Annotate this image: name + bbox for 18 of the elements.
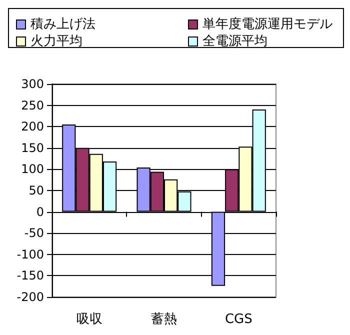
- legend-label: 全電源平均: [202, 34, 268, 49]
- y-tick-label: 300: [21, 77, 44, 91]
- legend-label: 単年度電源運用モデル: [202, 16, 332, 32]
- y-tick-label: -150: [16, 268, 44, 283]
- x-tick-label: CGS: [224, 312, 252, 327]
- y-tick-label: -100: [16, 247, 44, 262]
- y-tick-label: -50: [24, 226, 44, 240]
- y-tick-label: 50: [28, 184, 44, 198]
- y-tick-label: 100: [21, 162, 44, 176]
- y-tick-label: 200: [21, 120, 44, 134]
- y-tick-label: 0: [36, 204, 44, 219]
- x-tick-label: 吸収: [76, 312, 102, 327]
- legend-label: 火力平均: [30, 34, 82, 49]
- y-tick-label: 250: [21, 98, 44, 112]
- legend-label: 積み上げ法: [30, 17, 96, 32]
- y-tick-label: 150: [21, 140, 44, 155]
- x-tick-label: 蓄熱: [151, 312, 177, 327]
- y-tick-label: -200: [16, 290, 44, 304]
